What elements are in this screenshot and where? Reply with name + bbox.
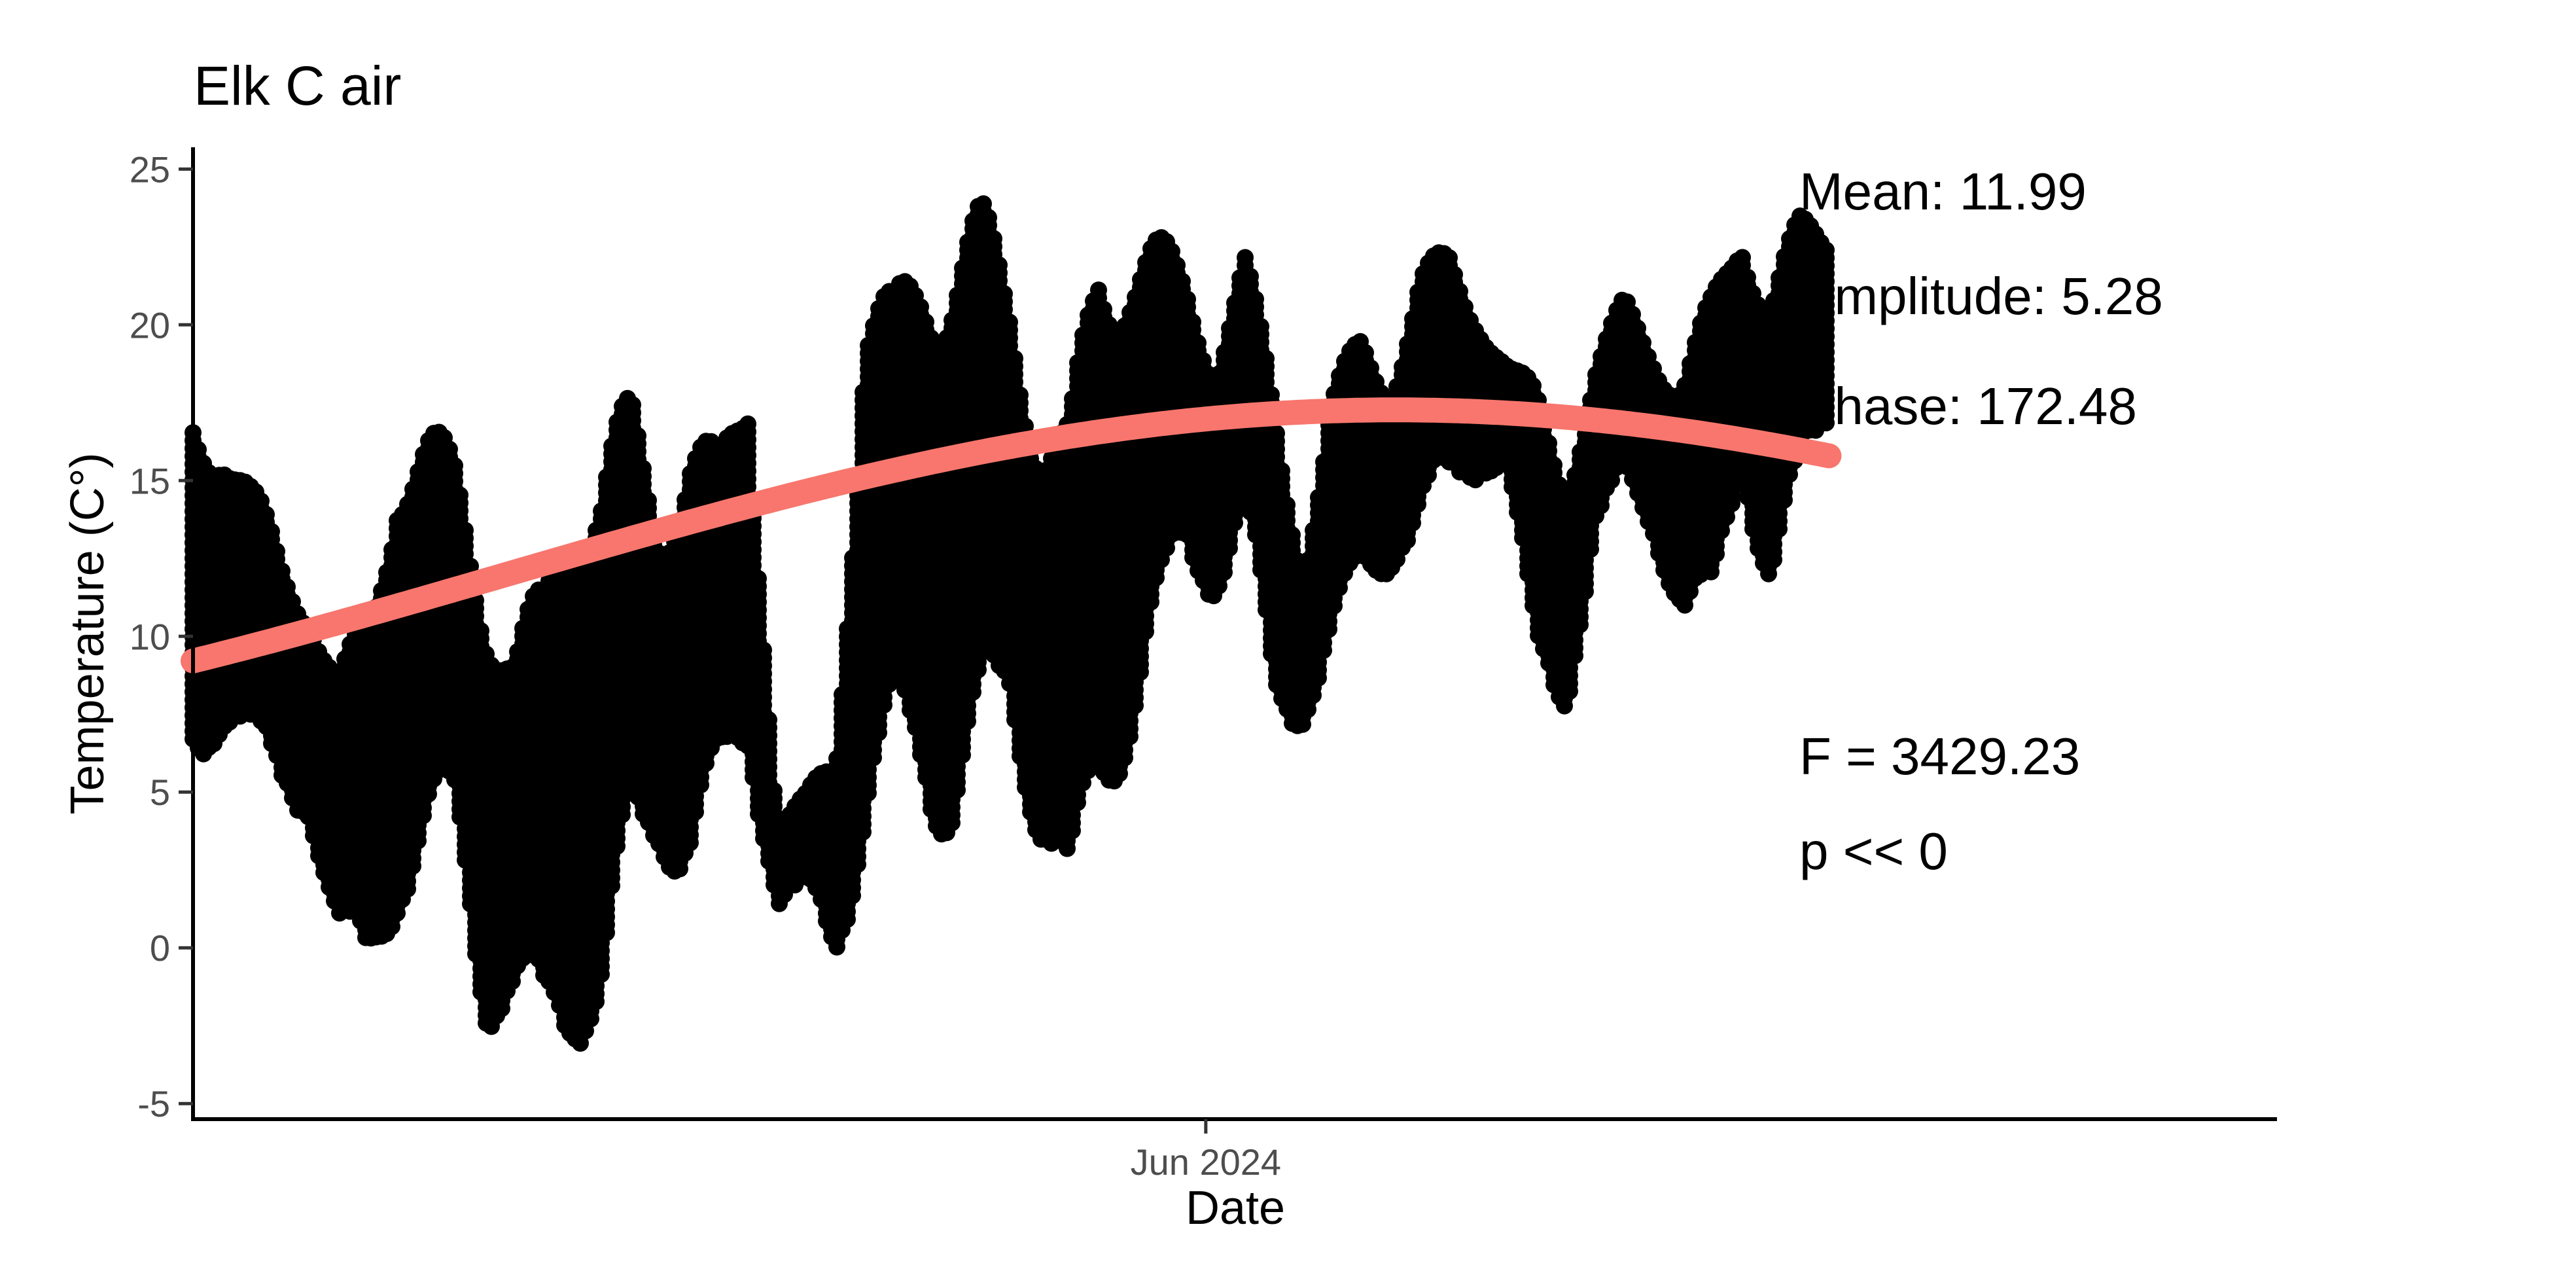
data-point (603, 877, 620, 895)
data-point (692, 776, 709, 794)
data-points (185, 195, 1835, 1052)
data-point (399, 880, 416, 898)
data-point (389, 904, 406, 922)
data-point (504, 973, 521, 990)
data-point (420, 785, 437, 803)
data-point (839, 910, 856, 928)
data-point (682, 834, 699, 851)
data-point (493, 999, 510, 1017)
data-point (844, 887, 861, 904)
chart-title: Elk C air (194, 55, 401, 116)
data-point (849, 855, 866, 873)
data-point (687, 803, 704, 821)
data-point (383, 918, 400, 935)
data-point (598, 924, 615, 941)
data-point (697, 755, 715, 772)
data-point (593, 965, 610, 983)
data-point (410, 832, 427, 850)
data-point (671, 860, 688, 878)
data-point (582, 1010, 599, 1028)
data-point (588, 993, 605, 1011)
data-point (614, 806, 631, 823)
data-point (609, 838, 626, 855)
data-point (415, 807, 432, 825)
data-point (404, 857, 421, 875)
data-point (828, 939, 845, 956)
